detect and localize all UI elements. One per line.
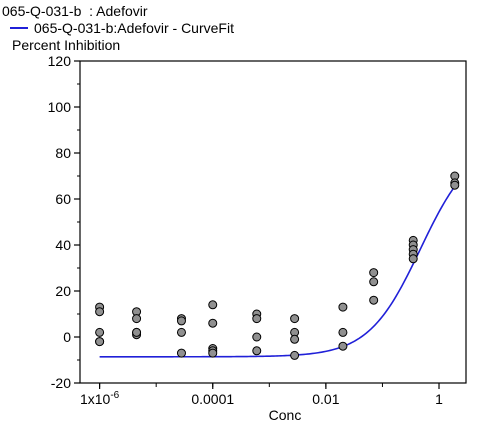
data-point [208, 318, 218, 328]
y-tick-label: 120 [48, 53, 72, 69]
data-point [290, 334, 300, 344]
chart-title: 065-Q-031-b : Adefovir [2, 3, 148, 19]
legend-line-swatch [10, 27, 28, 29]
x-tick-label: 0.0001 [191, 391, 234, 407]
data-point [338, 302, 348, 312]
y-tick-label: 0 [63, 329, 71, 345]
fit-curve [99, 186, 456, 358]
x-tick-label: 0.01 [312, 391, 339, 407]
data-point [290, 314, 300, 324]
x-tick-label: 1x10-6 [80, 390, 120, 407]
x-tick-label: 1 [435, 391, 443, 407]
data-point [338, 341, 348, 351]
data-point [408, 254, 418, 264]
x-axis-label: Conc [269, 407, 302, 421]
data-point [252, 332, 262, 342]
data-point [290, 350, 300, 360]
y-tick-label: -20 [51, 375, 71, 391]
y-tick-label: 60 [55, 191, 71, 207]
data-point [252, 314, 262, 324]
data-point [132, 327, 142, 337]
y-tick-label: 20 [55, 283, 71, 299]
y-axis-label: Percent Inhibition [12, 37, 121, 53]
data-point [338, 327, 348, 337]
data-point [252, 346, 262, 356]
data-point [369, 277, 379, 287]
data-point [208, 300, 218, 310]
legend: 065-Q-031-b:Adefovir - CurveFit [10, 20, 234, 36]
y-tick-label: 80 [55, 145, 71, 161]
data-point [450, 180, 460, 190]
data-point [176, 316, 186, 326]
data-point [208, 348, 218, 358]
data-point [132, 314, 142, 324]
data-point [176, 348, 186, 358]
y-tick-label: 100 [48, 99, 72, 115]
data-point [176, 327, 186, 337]
legend-entry-curvefit: 065-Q-031-b:Adefovir - CurveFit [34, 20, 234, 36]
data-point [369, 268, 379, 278]
data-point [95, 327, 105, 337]
data-point [369, 295, 379, 305]
y-tick-label: 40 [55, 237, 71, 253]
data-point [95, 307, 105, 317]
data-point [95, 337, 105, 347]
